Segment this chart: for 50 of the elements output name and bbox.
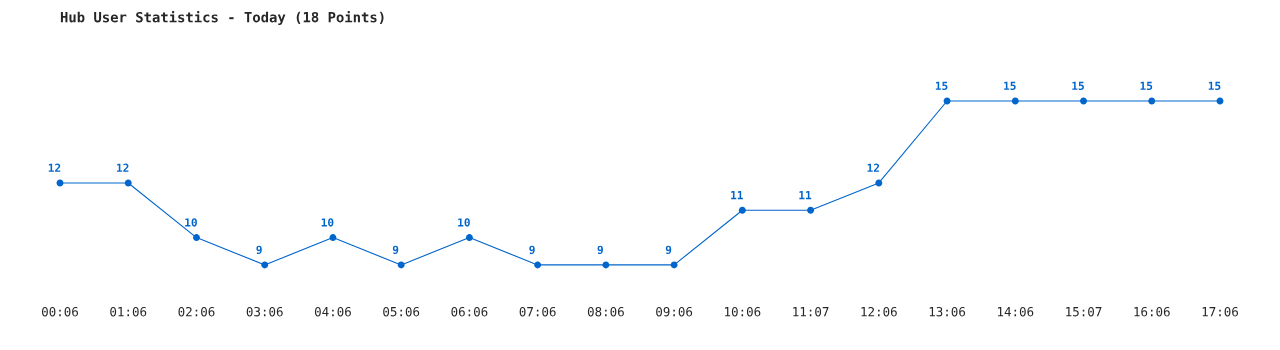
x-tick-label: 02:06: [178, 306, 215, 317]
data-label: 15: [1004, 81, 1016, 91]
x-tick-label: 09:06: [656, 306, 693, 317]
data-label: 11: [731, 191, 743, 200]
point: [807, 206, 815, 214]
x-tick-label: 06:06: [451, 306, 488, 317]
point: [397, 261, 405, 269]
x-tick-label: 12:06: [861, 306, 897, 317]
x-tick-label: 15:07: [1066, 306, 1102, 317]
point: [738, 206, 746, 214]
data-label: 12: [867, 163, 880, 172]
x-tick-label: 16:06: [1134, 306, 1170, 317]
data-label: 10: [321, 218, 334, 227]
x-tick-label: 14:06: [997, 306, 1034, 317]
data-label: 9: [597, 245, 603, 255]
point: [875, 179, 883, 187]
data-label: 15: [1208, 81, 1221, 91]
x-tick-label: 04:06: [314, 306, 351, 317]
data-label: 15: [1140, 81, 1153, 91]
x-tick-label: 10:06: [725, 306, 761, 317]
x-tick-label: 03:06: [246, 306, 283, 317]
data-label: 11: [799, 191, 812, 200]
point: [261, 261, 269, 269]
point: [534, 261, 542, 269]
data-label: 15: [1072, 81, 1084, 91]
data-label: 9: [256, 245, 262, 255]
data-label: 9: [665, 245, 672, 255]
data-label: 12: [48, 163, 61, 172]
x-tick-label: 08:06: [587, 306, 624, 317]
x-tick-label: 17:06: [1202, 306, 1238, 317]
data-label: 9: [529, 245, 535, 255]
point: [1080, 97, 1087, 105]
point: [193, 234, 200, 242]
data-label: 10: [185, 218, 197, 227]
point: [329, 234, 337, 242]
point: [1011, 97, 1019, 105]
data-label: 10: [458, 218, 470, 227]
x-tick-label: 05:06: [383, 306, 420, 317]
chart-title: Hub User Statistics - Today (18 Points): [60, 10, 384, 26]
x-tick-label: 13:06: [929, 306, 966, 317]
data-label: 15: [935, 81, 948, 91]
x-tick-label: 07:06: [519, 306, 556, 317]
data-label: 9: [392, 245, 399, 255]
x-tick-label: 00:06: [42, 306, 78, 317]
x-tick-label: 11:07: [793, 306, 829, 317]
point: [124, 179, 132, 187]
point: [1148, 97, 1156, 105]
x-tick-label: 01:06: [110, 306, 147, 317]
data-label: 12: [117, 163, 129, 172]
point: [465, 234, 473, 242]
